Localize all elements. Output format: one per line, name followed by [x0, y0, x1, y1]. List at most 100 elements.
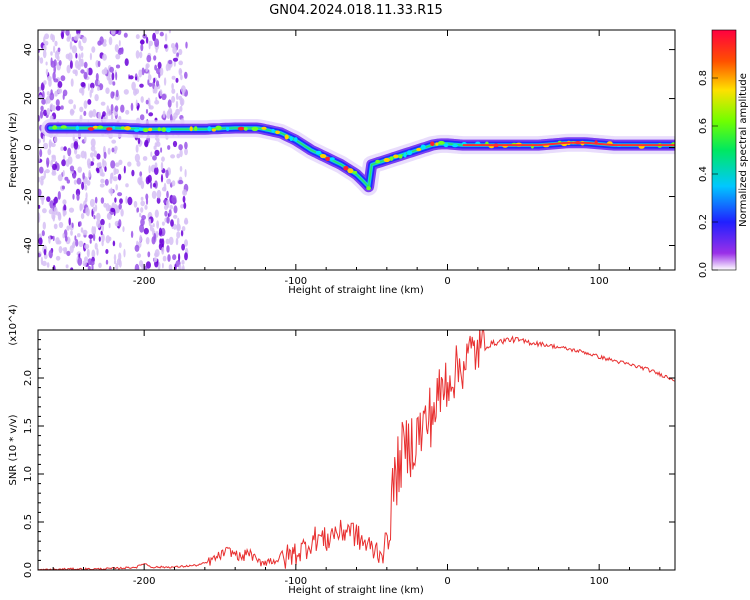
ridge-hotspot: [430, 141, 435, 147]
noise-speck: [120, 208, 124, 217]
noise-speck: [115, 89, 119, 98]
noise-speck: [98, 236, 101, 242]
ridge-hotspot: [142, 128, 149, 133]
noise-speck: [72, 193, 75, 200]
noise-speck: [180, 74, 183, 81]
noise-speck: [69, 109, 75, 114]
ridge-hotspot: [237, 126, 245, 131]
noise-speck: [154, 166, 159, 175]
noise-speck: [140, 43, 144, 52]
noise-speck: [100, 218, 105, 226]
noise-speck: [80, 69, 85, 74]
noise-speck: [43, 109, 47, 117]
noise-speck: [113, 167, 117, 176]
noise-speck: [180, 229, 184, 237]
snr-ytick-label: 0.0: [23, 562, 34, 578]
noise-speck: [58, 221, 64, 229]
noise-speck: [139, 114, 145, 121]
noise-speck: [148, 102, 151, 110]
noise-speck: [88, 169, 91, 178]
noise-speck: [68, 207, 75, 213]
noise-speck: [183, 202, 187, 210]
noise-speck: [153, 85, 158, 94]
noise-speck: [91, 249, 96, 259]
noise-speck: [58, 246, 63, 254]
noise-speck: [125, 195, 128, 204]
noise-speck: [118, 40, 121, 47]
snr-xtick-label: -100: [284, 576, 307, 587]
noise-speck: [184, 217, 189, 225]
noise-speck: [39, 166, 44, 174]
noise-speck: [76, 193, 80, 201]
noise-speck: [90, 82, 95, 89]
ridge-hotspot: [347, 168, 354, 174]
noise-speck: [86, 180, 91, 186]
noise-speck: [48, 235, 51, 244]
noise-speck: [48, 250, 53, 259]
spectrogram-ylabel: Frequency (Hz): [8, 112, 19, 188]
noise-speck: [133, 200, 138, 208]
noise-speck: [52, 235, 55, 242]
noise-speck: [168, 236, 174, 246]
noise-speck: [53, 223, 58, 230]
noise-speck: [39, 149, 43, 158]
spectrogram-ytick-label: 40: [23, 43, 34, 56]
noise-speck: [69, 40, 73, 50]
noise-speck: [168, 59, 173, 65]
noise-speck: [136, 207, 140, 213]
noise-speck: [79, 221, 82, 227]
noise-speck: [53, 65, 56, 74]
noise-speck: [96, 153, 101, 160]
ridge-hotspot: [75, 125, 80, 131]
noise-speck: [65, 159, 70, 167]
noise-speck: [176, 217, 180, 226]
noise-speck: [145, 198, 149, 205]
ridge-hotspot: [120, 126, 126, 130]
noise-speck: [142, 156, 148, 161]
noise-speck: [146, 54, 152, 63]
noise-speck: [156, 137, 160, 143]
noise-speck: [138, 69, 143, 78]
snr-xtick-label: 0: [444, 576, 450, 587]
noise-speck: [160, 174, 164, 183]
noise-speck: [159, 31, 164, 37]
noise-speck: [144, 139, 149, 148]
noise-speck: [175, 77, 179, 83]
noise-speck: [168, 264, 173, 270]
snr-xtick-label: -200: [133, 576, 156, 587]
noise-speck: [114, 197, 117, 203]
noise-speck: [80, 45, 84, 52]
noise-speck: [62, 89, 68, 97]
noise-speck: [98, 262, 102, 268]
ridge-hotspot: [271, 129, 275, 133]
noise-speck: [145, 237, 150, 245]
noise-speck: [175, 100, 179, 109]
noise-speck: [73, 104, 76, 110]
ridge-hotspot: [261, 126, 267, 130]
noise-speck: [75, 188, 81, 197]
noise-speck: [135, 76, 138, 81]
ridge-hotspot: [112, 126, 116, 130]
snr-xtick-label: 100: [590, 576, 609, 587]
snr-ytick-label: 1.5: [23, 418, 34, 434]
noise-speck: [164, 44, 168, 49]
noise-speck: [184, 239, 188, 247]
noise-speck: [108, 188, 114, 194]
noise-speck: [83, 71, 88, 80]
noise-speck: [90, 145, 96, 152]
ridge-hotspot: [124, 126, 131, 131]
noise-speck: [64, 235, 68, 242]
noise-speck: [78, 240, 84, 247]
noise-speck: [135, 34, 140, 40]
noise-speck: [105, 235, 111, 244]
ridge-hotspot: [189, 126, 193, 132]
noise-speck: [44, 33, 50, 40]
noise-speck: [44, 40, 49, 46]
spectrogram-xtick-label: -200: [133, 276, 156, 287]
noise-speck: [82, 260, 87, 267]
noise-speck: [92, 233, 96, 242]
noise-speck: [80, 227, 84, 233]
noise-speck: [93, 215, 96, 220]
noise-speck: [93, 226, 97, 235]
